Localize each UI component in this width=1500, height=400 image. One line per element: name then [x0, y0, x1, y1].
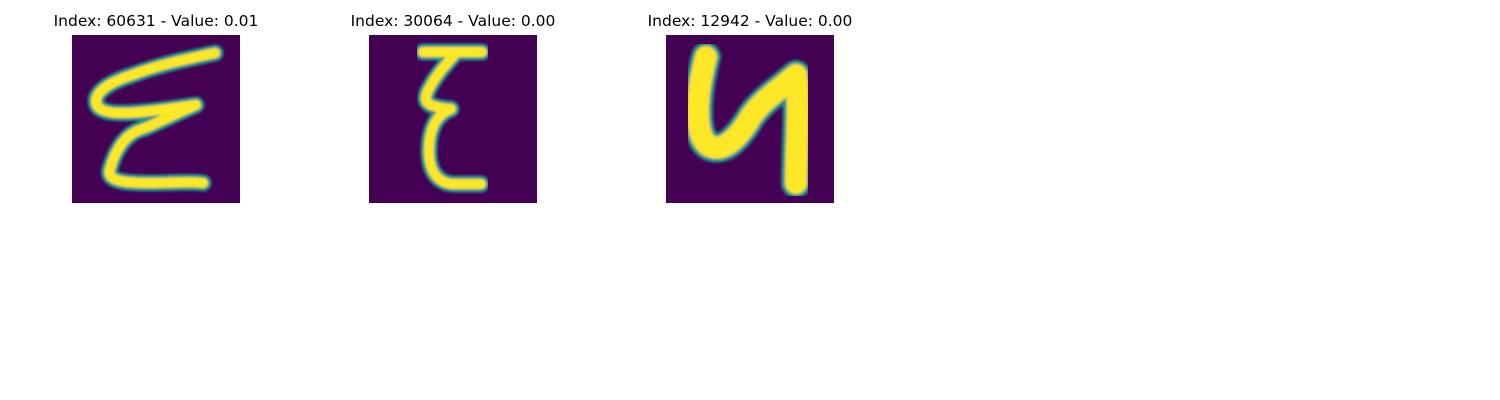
- panel-title: Index: 12942 - Value: 0.00: [647, 12, 853, 30]
- panel-title: Index: 60631 - Value: 0.01: [53, 12, 259, 30]
- image-panel-2: Index: 30064 - Value: 0.00: [333, 0, 573, 210]
- glyph-image-epsilon: [72, 35, 240, 203]
- panel-title: Index: 30064 - Value: 0.00: [350, 12, 556, 30]
- image-panel-1: Index: 60631 - Value: 0.01: [36, 0, 276, 210]
- glyph-image-n: [666, 35, 834, 203]
- glyph-image-epsilon-narrow: [369, 35, 537, 203]
- image-panel-3: Index: 12942 - Value: 0.00: [630, 0, 870, 210]
